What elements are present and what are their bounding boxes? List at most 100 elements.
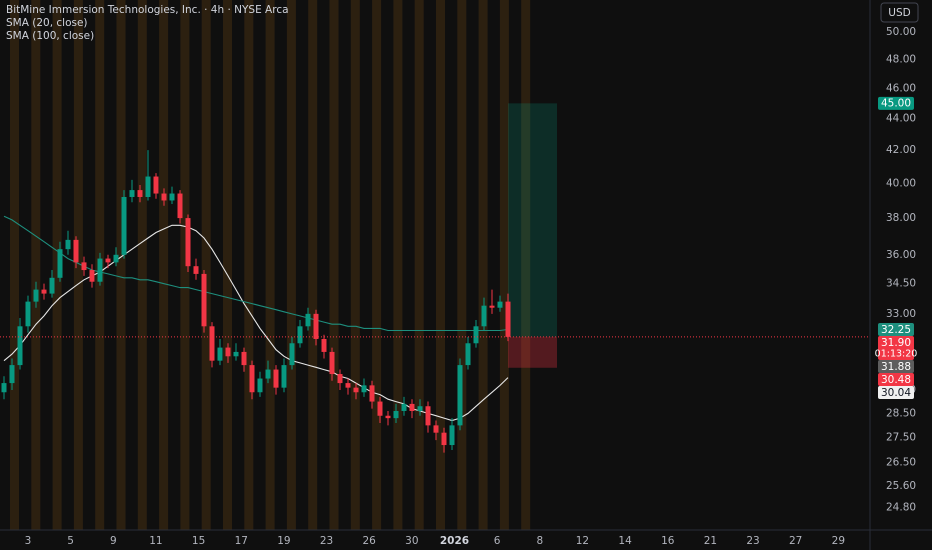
y-tick-label: 25.60	[886, 480, 916, 492]
sma-line	[3, 215, 509, 332]
candle-body	[265, 369, 271, 379]
price-label-box	[878, 372, 914, 386]
candle-body	[257, 378, 263, 393]
price-label-box	[878, 96, 914, 110]
x-tick-label: 3	[25, 535, 32, 547]
candle-body	[273, 369, 279, 388]
candle-body	[145, 176, 151, 197]
extended-hours-band	[286, 0, 296, 530]
candle-body	[281, 365, 287, 388]
price-label: 30.04	[881, 387, 911, 399]
y-tick-label: 48.00	[886, 54, 916, 66]
candle-body	[185, 218, 191, 267]
candle-body	[225, 347, 231, 357]
candle-body	[73, 239, 79, 263]
price-label: 30.48	[881, 374, 911, 386]
candle-body	[9, 365, 15, 384]
extended-hours-band	[393, 0, 403, 530]
price-label-box	[878, 359, 914, 373]
extended-hours-band	[308, 0, 318, 530]
extended-hours-band	[499, 0, 509, 530]
x-tick-label: 29	[832, 535, 845, 547]
extended-hours-band	[350, 0, 360, 530]
candle-body	[465, 343, 471, 366]
candle-body	[169, 193, 175, 201]
indicator-legend: SMA (100, close)	[6, 30, 94, 42]
candle-body	[369, 385, 375, 402]
x-tick-label: 23	[320, 535, 333, 547]
candle-body	[321, 338, 327, 352]
y-tick-label: 34.50	[886, 278, 916, 290]
candle-body	[353, 387, 359, 393]
x-tick-label: 17	[235, 535, 248, 547]
extended-hours-band	[201, 0, 211, 530]
x-tick-label: 2026	[440, 535, 469, 547]
y-tick-label: 40.00	[886, 177, 916, 189]
extended-hours-band	[436, 0, 445, 530]
x-tick-label: 21	[704, 535, 717, 547]
candle-body	[57, 249, 63, 278]
chart-title: BitMine Immersion Technologies, Inc. · 4…	[6, 4, 289, 16]
candle-body	[217, 347, 223, 361]
candle-body	[25, 301, 31, 327]
extended-hours-band	[31, 0, 41, 530]
time-axis: 3 5 9 11 15 17 19 23 26 30 2026 6 8 12 14 16 21 23 27 29	[25, 535, 845, 547]
candle-body	[449, 425, 455, 446]
candle-body	[345, 383, 351, 388]
candle-body	[361, 385, 367, 393]
candle-body	[97, 258, 103, 282]
candle-body	[65, 239, 71, 250]
candle-body	[393, 410, 399, 419]
candle-body	[161, 193, 167, 201]
candle-body	[457, 365, 463, 426]
x-tick-label: 9	[110, 535, 117, 547]
x-tick-label: 15	[192, 535, 205, 547]
candle-body	[105, 258, 111, 263]
extended-hours-band	[521, 0, 531, 530]
candle-body	[305, 313, 311, 327]
indicator-legend: SMA (20, close)	[6, 17, 88, 29]
extended-hours-band	[52, 0, 62, 530]
candle-body	[481, 305, 487, 327]
candle-body	[201, 273, 207, 327]
extended-hours-band	[478, 0, 488, 530]
x-tick-label: 26	[363, 535, 377, 547]
candle-body	[385, 415, 391, 419]
candle-body	[401, 403, 407, 411]
x-tick-label: 30	[405, 535, 418, 547]
extended-hours-band	[329, 0, 339, 530]
candle-body	[193, 266, 199, 274]
price-label: 31.90	[881, 337, 911, 349]
y-tick-label: 28.50	[886, 407, 916, 419]
candle-body	[41, 289, 47, 294]
candle-body	[417, 406, 423, 411]
y-tick-label: 24.80	[886, 502, 916, 514]
extended-hours-band	[457, 0, 467, 530]
x-tick-label: 8	[536, 535, 543, 547]
price-label: 45.00	[881, 98, 911, 110]
candle-body	[129, 190, 135, 197]
currency-button[interactable]	[880, 2, 919, 23]
currency-label[interactable]: USD	[888, 7, 910, 19]
x-tick-label: 5	[67, 535, 74, 547]
candle-body	[329, 351, 335, 375]
candle-body	[1, 383, 7, 393]
candle-body	[289, 343, 295, 366]
price-label: 31.88	[881, 361, 911, 373]
y-tick-label: 38.00	[886, 212, 916, 224]
candle-body	[153, 176, 159, 194]
candle-body	[49, 277, 55, 294]
x-tick-label: 11	[149, 535, 162, 547]
candle-body	[425, 406, 431, 426]
countdown-label: 01:13:20	[875, 348, 918, 359]
candle-body	[433, 425, 439, 433]
extended-hours-band	[137, 0, 147, 530]
y-tick-label: 27.50	[886, 432, 916, 444]
candle-body	[337, 374, 343, 384]
x-tick-label: 16	[661, 535, 675, 547]
stop-zone	[508, 336, 557, 368]
candle-body	[497, 301, 503, 308]
